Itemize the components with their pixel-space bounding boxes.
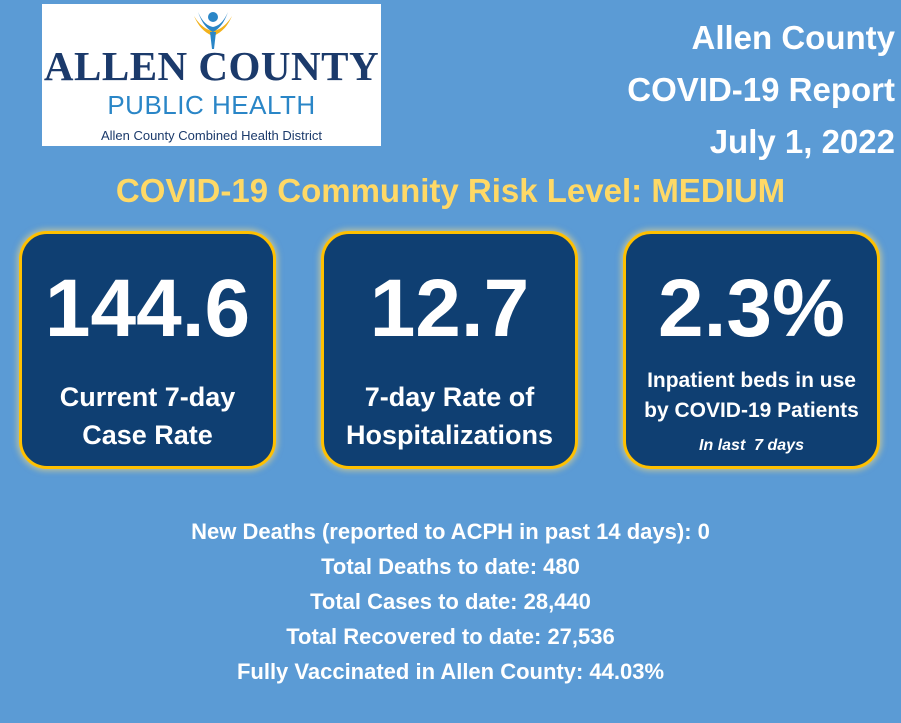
fact-fully-vaccinated: Fully Vaccinated in Allen County: 44.03% — [236, 659, 665, 684]
case-rate-label: Current 7-day Case Rate — [22, 378, 273, 454]
logo: ALLEN COUNTY PUBLIC HEALTH Allen County … — [42, 4, 381, 146]
report-title-block: Allen County COVID-19 Report July 1, 202… — [555, 12, 895, 168]
logo-tagline: Allen County Combined Health District — [100, 128, 323, 143]
inpatient-beds-note: In last 7 days — [699, 437, 804, 454]
summary-facts: New Deaths (reported to ACPH in past 14 … — [0, 514, 901, 689]
inpatient-beds-label-line2: by COVID-19 Patients — [644, 399, 859, 422]
fact-total-deaths: Total Deaths to date: 480 — [321, 554, 580, 579]
inpatient-beds-label-line1: Inpatient beds in use — [647, 369, 856, 392]
fact-total-recovered: Total Recovered to date: 27,536 — [286, 624, 615, 649]
person-arms-raised-icon — [194, 12, 232, 49]
fact-total-cases: Total Cases to date: 28,440 — [310, 589, 591, 614]
logo-subtitle: PUBLIC HEALTH — [107, 90, 316, 120]
hospitalization-rate-label-line2: Hospitalizations — [345, 420, 554, 450]
hospitalization-rate-value: 12.7 — [369, 263, 530, 354]
report-date: July 1, 2022 — [709, 123, 895, 160]
report-title: COVID-19 Report — [627, 71, 895, 108]
case-rate-label-line1: Current 7-day — [59, 382, 236, 412]
inpatient-beds-value: 2.3% — [658, 263, 845, 354]
case-rate-label-line2: Case Rate — [82, 420, 213, 450]
fact-new-deaths: New Deaths (reported to ACPH in past 14 … — [191, 519, 710, 544]
hospitalization-rate-label: 7-day Rate of Hospitalizations — [324, 378, 575, 454]
case-rate-value: 144.6 — [44, 263, 251, 354]
inpatient-beds-card: 2.3% Inpatient beds in use by COVID-19 P… — [623, 231, 880, 469]
hospitalization-rate-card: 12.7 7-day Rate of Hospitalizations — [321, 231, 578, 469]
case-rate-card: 144.6 Current 7-day Case Rate — [19, 231, 276, 469]
risk-level-heading: COVID-19 Community Risk Level: MEDIUM — [115, 172, 786, 209]
hospitalization-rate-label-line1: 7-day Rate of — [364, 382, 535, 412]
logo-title: ALLEN COUNTY — [43, 43, 380, 89]
inpatient-beds-label: Inpatient beds in use by COVID-19 Patien… — [626, 366, 877, 426]
report-county: Allen County — [691, 19, 896, 56]
